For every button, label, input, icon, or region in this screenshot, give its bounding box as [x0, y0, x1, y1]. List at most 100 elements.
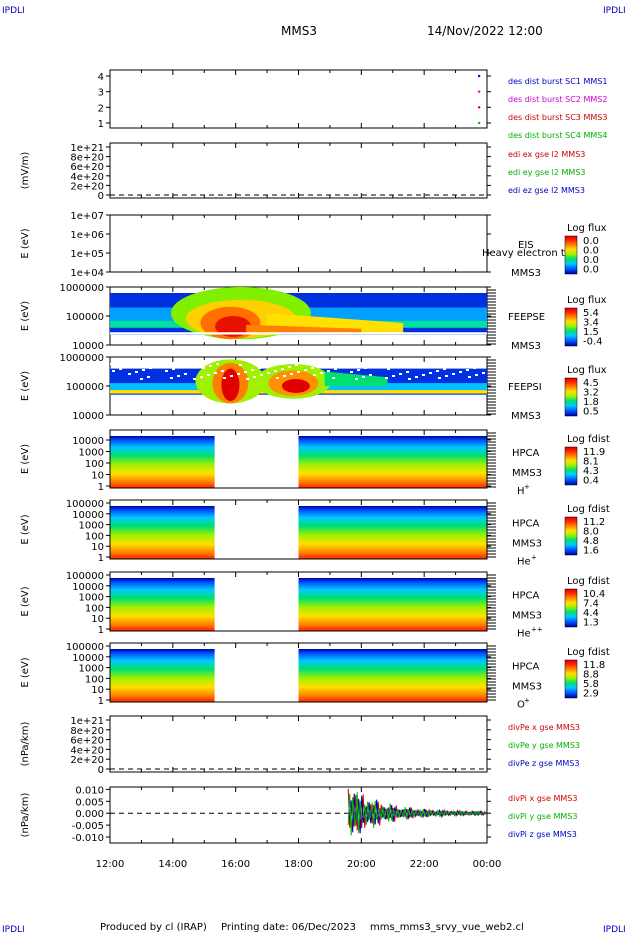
hpca_o-ylabel: E (eV) [20, 657, 31, 687]
feepsi-speckle [216, 363, 219, 365]
hpca_he-ytick-label: 100000 [66, 499, 104, 510]
feepsi-speckle [110, 363, 113, 365]
divpi-ytick-label: -0.010 [72, 833, 104, 844]
divpi-ytick-label: 0.000 [75, 809, 104, 820]
corner-label-top-right: IPDLI [603, 6, 626, 16]
hpca_h-spectrogram-right [298, 436, 487, 488]
burst-legend-entry: des dist burst SC3 MMS3 [508, 113, 607, 122]
corner-label-top-left: IPDLI [2, 6, 25, 16]
eis-ytick-label: 1e+06 [70, 230, 104, 241]
edi-legend-entry: edi ex gse l2 MMS3 [508, 150, 585, 159]
eis-ytick-label: 1e+05 [70, 249, 104, 260]
hpca_h-colorbar-tick: 0.4 [583, 476, 599, 487]
feepsi-colorbar-tick: 4.5 [583, 378, 599, 389]
hpca_he-ytick-label: 1000 [79, 521, 104, 532]
feepsi-speckle [214, 372, 217, 374]
divpe-legend-entry: divPe x gse MMS3 [508, 723, 580, 732]
feepsi-speckle [133, 364, 136, 366]
hpca_h-instrument-name: HPCA [512, 448, 540, 459]
feepsi-speckle [202, 367, 205, 369]
footer-produced-by: Produced by cl (IRAP) [100, 922, 207, 933]
hpca_h-spectrogram-left [110, 436, 215, 488]
eis-panel: 1e+07 1e+06 1e+05 1e+04 E (eV) EIS MMS3 Heavy e… [20, 211, 607, 279]
feepsi-speckle [193, 378, 196, 380]
hpca_h-ylabel: E (eV) [20, 444, 31, 474]
feepsi-speckle [147, 376, 150, 378]
feepsi-speckle [281, 368, 284, 370]
feepse-ytick-label: 100000 [66, 312, 104, 323]
burst-ytick-label: 4 [98, 72, 104, 83]
feepsi-speckle [350, 371, 353, 373]
hpca_he-spectrogram-right [298, 506, 487, 559]
feepse-edge [110, 332, 487, 335]
feepsi-ylabel: E (eV) [20, 371, 31, 401]
hpca_hepp-ylabel: E (eV) [20, 586, 31, 616]
hpca_h-colorbar-tick: 4.3 [583, 466, 599, 477]
hpca_o-ytick-label: 10 [91, 685, 104, 696]
hpca_o-colorbar-tick: 2.9 [583, 689, 599, 700]
feepsi-speckle [140, 378, 143, 380]
feepsi-speckle [142, 369, 145, 371]
hpca_hepp-ytick-label: 100 [85, 603, 104, 614]
hpca_he-species-charge: + [531, 554, 537, 562]
feepsi-speckle [431, 363, 434, 365]
burst-legend-entry: des dist burst SC1 MMS1 [508, 77, 607, 86]
hpca_he-ytick-label: 10 [91, 542, 104, 553]
hpca_o-ytick-label: 100000 [66, 642, 104, 653]
feepse-flux-region [215, 316, 252, 337]
time-axis-tick-label: 20:00 [347, 859, 376, 870]
edi-ytick-label: 2e+20 [70, 181, 104, 192]
feepsi-speckle [260, 374, 263, 376]
feepsi-speckle [156, 365, 159, 367]
eis-colorbar-title: Log flux [567, 223, 607, 234]
eis-ytick-label: 1e+04 [70, 268, 104, 279]
feepsi-speckle [170, 377, 173, 379]
hpca_o-colorbar-tick: 8.8 [583, 670, 599, 681]
eis-colorbar-tick: 0.0 [583, 236, 599, 247]
divpe-legend-entry: divPe z gse MMS3 [508, 759, 579, 768]
hpca_hepp-spectrogram-right [298, 578, 487, 631]
hpca_h-ytick-label: 10 [91, 471, 104, 482]
feepsi-speckle [230, 375, 233, 377]
feepsi-speckle [445, 375, 448, 377]
feepsi-speckle [200, 376, 203, 378]
hpca_he-colorbar-tick: 4.8 [583, 536, 599, 547]
feepse-colorbar-tick: -0.4 [583, 337, 603, 348]
hpca_o-ytick-label: 10000 [72, 653, 104, 664]
hpca_o-instrument-sc: MMS3 [512, 682, 542, 693]
feepsi-speckle [246, 378, 249, 380]
divpe-ytick-label: 0 [98, 765, 104, 776]
feepsi-speckle [128, 373, 131, 375]
corner-label-bottom-right: IPDLI [603, 925, 626, 934]
feepsi-speckle [394, 366, 397, 368]
divpe-ytick-label: 1e+21 [70, 716, 104, 727]
feepsi-colorbar-title: Log flux [567, 365, 607, 376]
feepsi-speckle [239, 364, 242, 366]
feepsi-speckle [341, 366, 344, 368]
feepsi-speckle [295, 364, 298, 366]
feepse-ytick-label: 10000 [72, 341, 104, 352]
hpca_he-colorbar-tick: 11.2 [583, 517, 605, 528]
hpca_o-data-gap [214, 649, 299, 702]
hpca_h-frame-outline [109, 429, 488, 489]
feepsi-speckle [288, 366, 291, 368]
divpe-legend-entry: divPe y gse MMS3 [508, 741, 580, 750]
divpe-ytick-label: 2e+20 [70, 755, 104, 766]
hpca_he-data-gap [214, 506, 299, 559]
burst-legend-entry: des dist burst SC2 MMS2 [508, 95, 607, 104]
feepsi-speckle [172, 368, 175, 370]
hpca_he-instrument-sc: MMS3 [512, 539, 542, 550]
eis-overlay-text: Heavy electron to [482, 248, 571, 259]
edi-ytick-label: 6e+20 [70, 162, 104, 173]
hpca_hepp-species-charge: ++ [531, 626, 543, 634]
feepsi-panel: 1000000 100000 10000 E (eV) FEEPSI MMS3 Log fl… [20, 353, 607, 422]
burst-ytick-label: 2 [98, 103, 104, 114]
feepsi-speckle [371, 365, 374, 367]
feepsi-speckle [244, 371, 247, 373]
feepsi-speckle [290, 373, 293, 375]
hpca_h-ytick-label: 100 [85, 459, 104, 470]
hpca_hepp-species: He [517, 629, 531, 640]
hpca_hepp-colorbar-tick: 10.4 [583, 589, 605, 600]
